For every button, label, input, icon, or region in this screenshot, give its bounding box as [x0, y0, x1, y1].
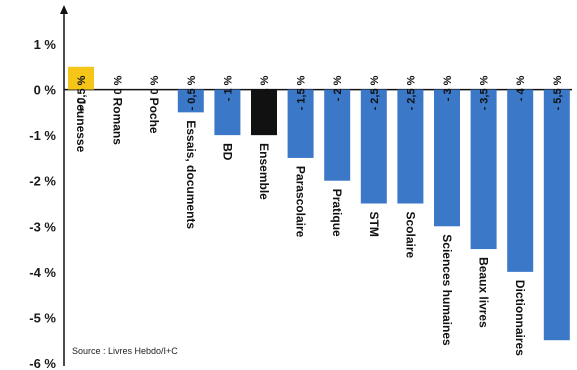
- value-label: - 2 %: [332, 75, 344, 101]
- category-label: BD: [220, 143, 234, 161]
- y-tick-label: -5 %: [29, 310, 56, 325]
- bar-scolaire: [397, 89, 424, 204]
- category-label: Beaux livres: [477, 257, 491, 328]
- category-label: Scolaire: [403, 212, 417, 259]
- bar-stm: [360, 89, 387, 204]
- value-label: - 2,5 %: [369, 75, 381, 110]
- value-label: - 0,5 %: [186, 75, 198, 110]
- value-label: - 1 %: [259, 75, 271, 101]
- value-label: - 4 %: [515, 75, 527, 101]
- category-label: STM: [367, 212, 381, 237]
- value-label: - 3 %: [442, 75, 454, 101]
- category-label: Essais, documents: [184, 120, 198, 229]
- value-label: - 5,5 %: [552, 75, 564, 110]
- category-label: Sciences humaines: [440, 234, 454, 346]
- y-tick-label: 0 %: [34, 83, 57, 98]
- value-labels-group: + 0,5 % 0 % 0 % - 0,5 % - 1 % - 1 % - 1,5 % - 2…: [76, 75, 564, 113]
- value-label: - 1,5 %: [296, 75, 308, 110]
- bar-dictionnaires: [507, 89, 534, 272]
- category-label: Poche: [147, 98, 161, 134]
- category-label: Dictionnaires: [513, 280, 527, 356]
- y-axis-arrow-icon: [60, 5, 68, 14]
- category-label: Pratique: [330, 189, 344, 237]
- value-label: 0 %: [113, 75, 125, 94]
- y-tick-label: -4 %: [29, 265, 56, 280]
- category-label: Parascolaire: [294, 166, 308, 238]
- value-label: - 2,5 %: [405, 75, 417, 110]
- y-tick-label: -1 %: [29, 128, 56, 143]
- category-labels-group: Jeunesse Romans Poche Essais, documents BD En…: [74, 98, 564, 370]
- value-label: - 3,5 %: [479, 75, 491, 110]
- bar-beaux-livres: [470, 89, 497, 250]
- category-label: Romans: [111, 98, 125, 146]
- bars-group: [68, 66, 570, 341]
- y-tick-label: -6 %: [29, 356, 56, 370]
- value-label: 0 %: [149, 75, 161, 94]
- bar-bd: [214, 89, 241, 136]
- bar-sciences-humaines: [434, 89, 460, 227]
- value-label: + 0,5 %: [76, 75, 88, 113]
- value-label: - 1 %: [222, 75, 234, 101]
- bar-ensemble: [251, 89, 277, 136]
- y-axis-tick-labels: 1 % 0 % -1 % -2 % -3 % -4 % -5 % -6 %: [29, 37, 56, 370]
- bar-droit: [543, 89, 570, 341]
- y-tick-label: 1 %: [34, 37, 57, 52]
- bar-pratique: [324, 89, 351, 181]
- bar-jeunesse: [68, 66, 94, 90]
- category-label: Droit: [550, 344, 564, 370]
- category-label: Ensemble: [257, 143, 271, 200]
- bar-parascolaire: [287, 89, 314, 158]
- y-tick-label: -2 %: [29, 174, 56, 189]
- source-note: Source : Livres Hebdo/I+C: [72, 346, 178, 356]
- category-label: Jeunesse: [74, 98, 88, 153]
- y-tick-label: -3 %: [29, 219, 56, 234]
- bar-essais-documents: [177, 89, 204, 113]
